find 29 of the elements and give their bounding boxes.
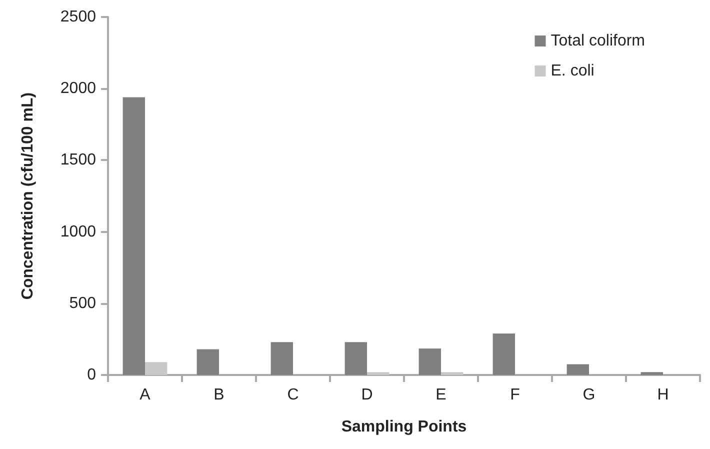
x-tick-label: E <box>436 386 446 404</box>
x-tick-label: D <box>361 386 373 404</box>
bar <box>640 372 663 375</box>
y-tick-label: 500 <box>69 294 96 312</box>
y-tick-label: 0 <box>87 366 96 384</box>
x-tick-label: C <box>287 386 299 404</box>
y-tick-label: 2500 <box>60 8 96 26</box>
bar <box>441 372 464 375</box>
y-tick-label: 1000 <box>60 223 96 240</box>
bar <box>145 362 168 375</box>
bar <box>122 97 145 375</box>
x-tick-label: G <box>582 386 596 404</box>
bar <box>196 349 219 375</box>
bar <box>270 342 293 375</box>
bar <box>367 372 390 375</box>
legend-label: E. coli <box>550 62 594 80</box>
x-axis-title: Sampling Points <box>341 418 467 436</box>
legend-label: Total coliform <box>550 32 645 50</box>
bar <box>492 333 515 375</box>
x-tick-label: H <box>657 386 669 404</box>
bar <box>344 342 367 375</box>
y-axis-title: Concentration (cfu/100 mL) <box>20 92 36 300</box>
bar <box>418 348 441 375</box>
x-tick-label: F <box>510 386 520 404</box>
bar <box>566 364 589 375</box>
y-tick-label: 2000 <box>60 80 96 98</box>
x-tick-label: B <box>214 386 224 404</box>
x-tick-label: A <box>140 386 151 404</box>
y-tick-label: 1500 <box>60 152 96 169</box>
